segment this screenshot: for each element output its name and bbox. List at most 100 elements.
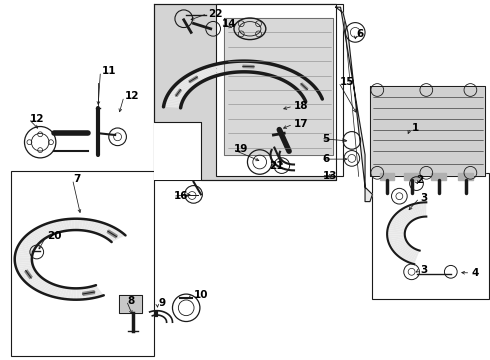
Polygon shape (251, 62, 256, 72)
Polygon shape (396, 245, 411, 256)
Polygon shape (166, 96, 183, 101)
Polygon shape (172, 86, 189, 93)
Polygon shape (23, 273, 39, 281)
Polygon shape (286, 73, 299, 82)
Polygon shape (92, 222, 101, 233)
Polygon shape (25, 276, 41, 284)
Polygon shape (209, 66, 219, 76)
Polygon shape (195, 71, 207, 80)
Polygon shape (236, 61, 240, 72)
Polygon shape (412, 250, 419, 264)
Polygon shape (84, 219, 90, 231)
Polygon shape (281, 70, 293, 80)
Polygon shape (420, 202, 425, 217)
Polygon shape (400, 209, 413, 221)
Polygon shape (42, 225, 53, 235)
Polygon shape (76, 288, 80, 300)
Polygon shape (170, 90, 187, 96)
Polygon shape (288, 75, 301, 84)
Polygon shape (44, 284, 55, 295)
Polygon shape (387, 230, 405, 233)
Polygon shape (16, 265, 33, 269)
Text: 18: 18 (294, 101, 309, 111)
Polygon shape (391, 219, 407, 227)
Polygon shape (388, 238, 406, 244)
Polygon shape (390, 240, 407, 248)
Polygon shape (37, 227, 49, 237)
Polygon shape (389, 239, 406, 246)
Polygon shape (415, 203, 422, 217)
Polygon shape (166, 98, 183, 102)
Text: 9: 9 (158, 298, 166, 308)
Polygon shape (389, 224, 406, 229)
Polygon shape (336, 7, 372, 202)
Bar (11, 171, 154, 356)
Text: 6: 6 (322, 154, 329, 164)
Polygon shape (71, 288, 74, 300)
Polygon shape (407, 205, 417, 219)
Polygon shape (217, 63, 225, 74)
Polygon shape (260, 63, 268, 73)
Polygon shape (196, 70, 208, 80)
Text: 2: 2 (416, 175, 424, 185)
Polygon shape (390, 221, 407, 228)
Polygon shape (190, 73, 203, 82)
Polygon shape (388, 237, 405, 242)
Polygon shape (18, 245, 35, 250)
Polygon shape (98, 224, 110, 235)
Polygon shape (15, 253, 32, 256)
Polygon shape (55, 287, 63, 298)
Polygon shape (95, 222, 104, 233)
Polygon shape (393, 215, 409, 225)
Polygon shape (396, 212, 411, 223)
Polygon shape (277, 68, 288, 78)
Polygon shape (167, 95, 184, 100)
Polygon shape (199, 69, 210, 78)
Polygon shape (228, 62, 233, 73)
Polygon shape (36, 282, 49, 291)
Polygon shape (27, 277, 43, 285)
Polygon shape (71, 219, 74, 230)
Polygon shape (177, 82, 193, 90)
Polygon shape (188, 74, 201, 83)
Polygon shape (404, 248, 416, 261)
Polygon shape (292, 78, 307, 87)
Polygon shape (175, 84, 191, 91)
Polygon shape (201, 68, 212, 78)
Polygon shape (413, 204, 420, 218)
Polygon shape (289, 76, 303, 85)
Polygon shape (32, 229, 46, 239)
Polygon shape (18, 268, 35, 273)
Polygon shape (225, 62, 231, 73)
Polygon shape (15, 259, 32, 261)
Text: 16: 16 (174, 191, 189, 201)
Bar (216, 4, 343, 176)
Polygon shape (19, 243, 36, 249)
Polygon shape (214, 64, 222, 75)
Polygon shape (107, 231, 122, 240)
Polygon shape (295, 81, 311, 89)
Polygon shape (26, 234, 41, 242)
Polygon shape (458, 173, 473, 180)
Polygon shape (299, 86, 315, 93)
Text: 3: 3 (420, 265, 428, 275)
Polygon shape (303, 92, 320, 98)
Polygon shape (387, 236, 405, 239)
Text: 3: 3 (420, 193, 428, 203)
Polygon shape (79, 288, 83, 300)
Text: 22: 22 (208, 9, 223, 19)
Polygon shape (192, 72, 205, 81)
Polygon shape (88, 287, 95, 298)
Polygon shape (301, 89, 318, 95)
Polygon shape (49, 285, 59, 297)
Polygon shape (275, 67, 286, 77)
Polygon shape (247, 61, 250, 72)
Polygon shape (90, 287, 98, 298)
Text: 20: 20 (48, 231, 62, 241)
Polygon shape (85, 287, 92, 299)
Polygon shape (304, 96, 321, 100)
Polygon shape (249, 61, 253, 72)
Polygon shape (258, 62, 265, 73)
Polygon shape (164, 105, 181, 108)
Polygon shape (409, 249, 418, 264)
